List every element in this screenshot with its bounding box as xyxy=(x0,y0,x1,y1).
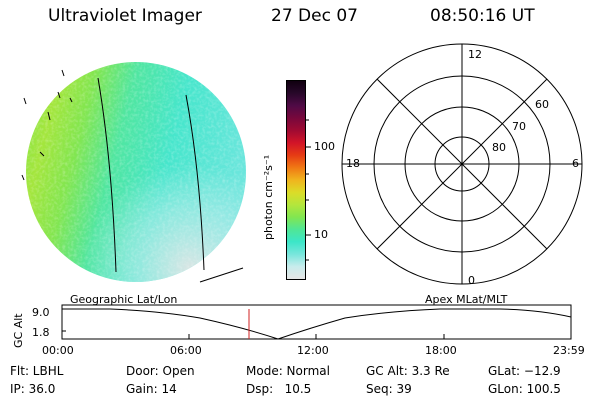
lat-label-60: 60 xyxy=(535,98,549,111)
glat-info: GLat: −12.9 xyxy=(488,364,561,378)
altitude-ytick-9: 9.0 xyxy=(32,306,50,319)
flt-info: Flt: LBHL xyxy=(10,364,64,378)
geographic-caption: Geographic Lat/Lon xyxy=(70,293,178,306)
ip-info: IP: 36.0 xyxy=(10,382,56,396)
earth-disk xyxy=(26,62,246,282)
altitude-ytick-1.8: 1.8 xyxy=(32,326,50,339)
seq-info: Seq: 39 xyxy=(366,382,412,396)
mlt-label-6: 6 xyxy=(572,157,579,170)
altitude-xticks xyxy=(61,308,572,339)
glon-info: GLon: 100.5 xyxy=(488,382,561,396)
terminator-line xyxy=(199,267,244,283)
colorbar-ticks xyxy=(306,119,311,261)
altitude-xtick-1200: 12:00 xyxy=(297,344,329,357)
dsp-info: Dsp: 10.5 xyxy=(246,382,312,396)
apex-caption: Apex MLat/MLT xyxy=(425,293,508,306)
colorbar xyxy=(286,80,306,280)
lat-label-70: 70 xyxy=(512,120,526,133)
meridian-line xyxy=(97,77,117,273)
instrument-title: Ultraviolet Imager xyxy=(48,6,202,26)
door-info: Door: Open xyxy=(126,364,195,378)
polar-diagonal xyxy=(376,78,548,250)
lat-label-80: 80 xyxy=(492,141,506,154)
meridian-line xyxy=(185,94,205,271)
time-label: 08:50:16 UT xyxy=(430,6,535,26)
mlt-label-0: 0 xyxy=(468,274,475,287)
mlt-label-18: 18 xyxy=(346,157,360,170)
mode-info: Mode: Normal xyxy=(246,364,330,378)
altitude-xtick-1800: 18:00 xyxy=(425,344,457,357)
colorbar-tick-100: 100 xyxy=(314,140,335,153)
altitude-curve xyxy=(62,308,572,340)
altitude-xtick-0000: 00:00 xyxy=(42,344,74,357)
gain-info: Gain: 14 xyxy=(126,382,177,396)
colorbar-tick-10: 10 xyxy=(314,228,328,241)
altitude-xtick-2359: 23:59 xyxy=(553,344,585,357)
mlt-label-12: 12 xyxy=(468,48,482,61)
date-label: 27 Dec 07 xyxy=(271,6,358,26)
altitude-xtick-0600: 06:00 xyxy=(170,344,202,357)
edge-ticks xyxy=(21,69,73,181)
gcalt-info: GC Alt: 3.3 Re xyxy=(366,364,450,378)
